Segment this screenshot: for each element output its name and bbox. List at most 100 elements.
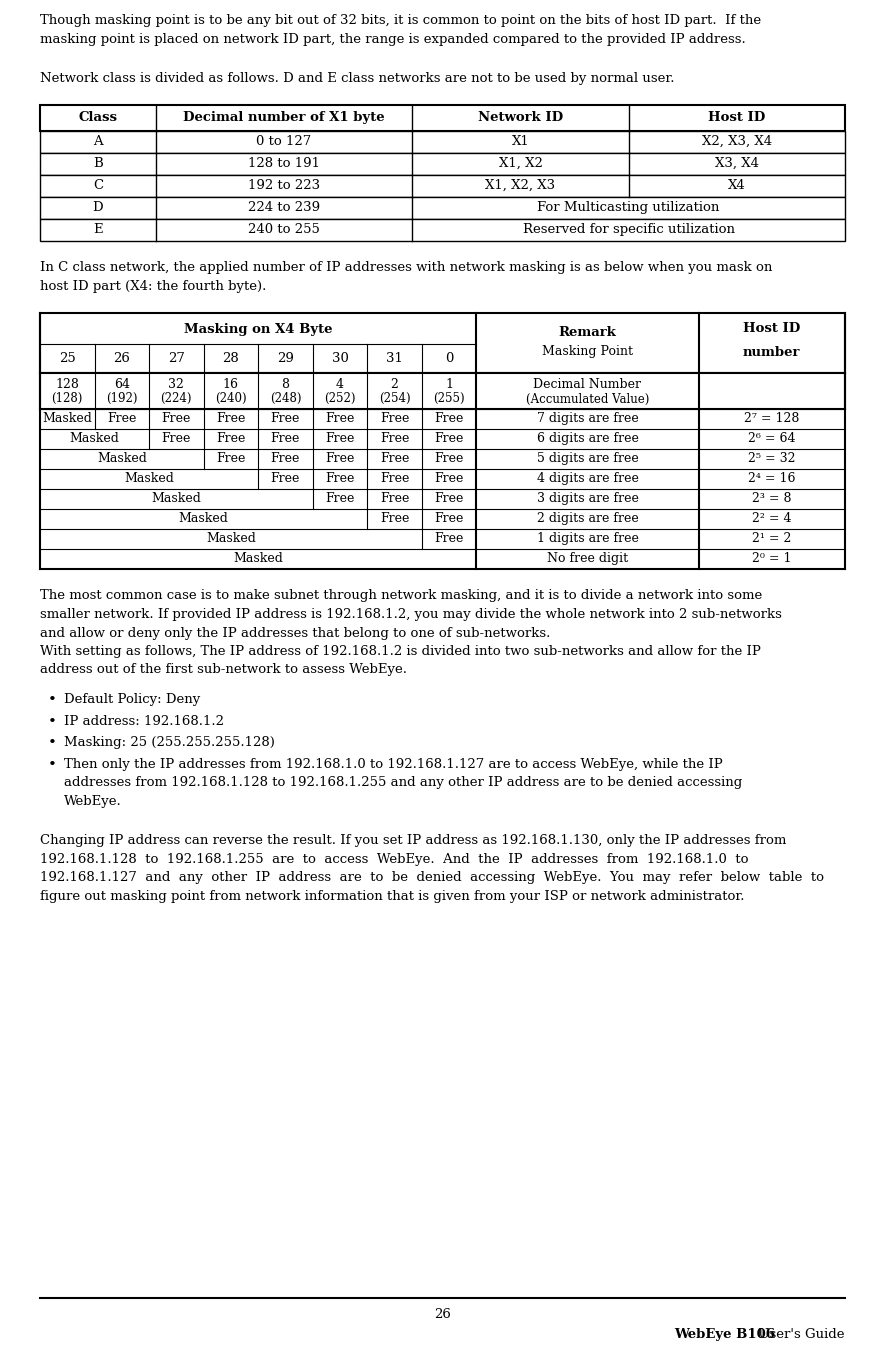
Text: 0: 0 xyxy=(445,351,453,365)
Text: D: D xyxy=(93,201,104,214)
Bar xyxy=(40,529,845,549)
Text: 8: 8 xyxy=(281,377,289,391)
Text: addresses from 192.168.1.128 to 192.168.1.255 and any other IP address are to be: addresses from 192.168.1.128 to 192.168.… xyxy=(64,776,743,790)
Bar xyxy=(40,153,845,175)
Text: Decimal Number: Decimal Number xyxy=(534,377,642,391)
Text: 1: 1 xyxy=(445,377,453,391)
Text: number: number xyxy=(743,346,801,358)
Text: Remark: Remark xyxy=(558,326,616,340)
Bar xyxy=(40,105,845,131)
Text: 192 to 223: 192 to 223 xyxy=(248,179,320,193)
Text: 25: 25 xyxy=(59,351,75,365)
Text: Reserved for specific utilization: Reserved for specific utilization xyxy=(523,223,735,236)
Text: Free: Free xyxy=(380,432,409,445)
Text: Free: Free xyxy=(435,473,464,485)
Text: 224 to 239: 224 to 239 xyxy=(248,201,320,214)
Text: E: E xyxy=(93,223,103,236)
Text: X3, X4: X3, X4 xyxy=(715,157,758,169)
Text: Masked: Masked xyxy=(42,413,92,425)
Text: Free: Free xyxy=(271,432,300,445)
Text: Decimal number of X1 byte: Decimal number of X1 byte xyxy=(183,111,385,124)
Text: X1: X1 xyxy=(512,135,529,148)
Text: Free: Free xyxy=(435,413,464,425)
Text: Though masking point is to be any bit out of 32 bits, it is common to point on t: Though masking point is to be any bit ou… xyxy=(40,14,761,27)
Text: X1, X2, X3: X1, X2, X3 xyxy=(485,179,556,193)
Text: User's Guide: User's Guide xyxy=(755,1328,845,1341)
Text: Masked: Masked xyxy=(151,492,201,505)
Text: 128: 128 xyxy=(56,377,80,391)
Text: Free: Free xyxy=(271,473,300,485)
Text: 2¹ = 2: 2¹ = 2 xyxy=(752,531,791,545)
Text: 4: 4 xyxy=(336,377,344,391)
Text: (248): (248) xyxy=(270,392,301,404)
Text: Free: Free xyxy=(326,473,355,485)
Text: Free: Free xyxy=(326,432,355,445)
Text: Free: Free xyxy=(435,531,464,545)
Text: X2, X3, X4: X2, X3, X4 xyxy=(702,135,772,148)
Bar xyxy=(40,219,845,240)
Bar xyxy=(40,313,845,373)
Bar xyxy=(40,508,845,529)
Text: 2⁶ = 64: 2⁶ = 64 xyxy=(748,432,796,445)
Text: (224): (224) xyxy=(160,392,192,404)
Text: masking point is placed on network ID part, the range is expanded compared to th: masking point is placed on network ID pa… xyxy=(40,33,746,45)
Text: Network ID: Network ID xyxy=(478,111,563,124)
Text: 2 digits are free: 2 digits are free xyxy=(536,512,638,525)
Text: Free: Free xyxy=(380,492,409,505)
Text: host ID part (X4: the fourth byte).: host ID part (X4: the fourth byte). xyxy=(40,280,266,292)
Text: 2⁰ = 1: 2⁰ = 1 xyxy=(752,552,791,566)
Text: 2⁷ = 128: 2⁷ = 128 xyxy=(744,413,799,425)
Text: Free: Free xyxy=(216,413,245,425)
Text: 2⁵ = 32: 2⁵ = 32 xyxy=(748,452,796,464)
Text: 31: 31 xyxy=(386,351,403,365)
Text: WebEye B106: WebEye B106 xyxy=(673,1328,774,1341)
Text: 192.168.1.127  and  any  other  IP  address  are  to  be  denied  accessing  Web: 192.168.1.127 and any other IP address a… xyxy=(40,872,824,884)
Text: (254): (254) xyxy=(379,392,411,404)
Text: Free: Free xyxy=(435,432,464,445)
Text: •: • xyxy=(48,736,57,750)
Text: 28: 28 xyxy=(222,351,239,365)
Text: (128): (128) xyxy=(51,392,83,404)
Text: •: • xyxy=(48,758,57,772)
Text: 27: 27 xyxy=(168,351,185,365)
Text: (240): (240) xyxy=(215,392,247,404)
Text: WebEye.: WebEye. xyxy=(64,795,122,807)
Text: Masking: 25 (255.255.255.128): Masking: 25 (255.255.255.128) xyxy=(64,736,275,749)
Bar xyxy=(40,131,845,153)
Text: Default Policy: Deny: Default Policy: Deny xyxy=(64,693,200,706)
Bar xyxy=(40,373,845,408)
Text: Free: Free xyxy=(435,512,464,525)
Text: Host ID: Host ID xyxy=(743,322,800,336)
Text: 6 digits are free: 6 digits are free xyxy=(536,432,638,445)
Bar xyxy=(40,469,845,489)
Text: 128 to 191: 128 to 191 xyxy=(248,157,320,169)
Text: X4: X4 xyxy=(728,179,746,193)
Text: Free: Free xyxy=(435,452,464,464)
Text: Free: Free xyxy=(162,432,191,445)
Text: IP address: 192.168.1.2: IP address: 192.168.1.2 xyxy=(64,714,224,728)
Text: Then only the IP addresses from 192.168.1.0 to 192.168.1.127 are to access WebEy: Then only the IP addresses from 192.168.… xyxy=(64,758,723,770)
Text: (252): (252) xyxy=(324,392,356,404)
Text: A: A xyxy=(93,135,103,148)
Text: Masked: Masked xyxy=(179,512,228,525)
Text: Free: Free xyxy=(380,473,409,485)
Text: 30: 30 xyxy=(332,351,349,365)
Bar xyxy=(40,549,845,568)
Text: •: • xyxy=(48,714,57,728)
Text: 2: 2 xyxy=(390,377,398,391)
Text: Free: Free xyxy=(326,452,355,464)
Text: Free: Free xyxy=(271,413,300,425)
Text: Changing IP address can reverse the result. If you set IP address as 192.168.1.1: Changing IP address can reverse the resu… xyxy=(40,835,787,847)
Text: (192): (192) xyxy=(106,392,137,404)
Text: 0 to 127: 0 to 127 xyxy=(257,135,312,148)
Text: 192.168.1.128  to  192.168.1.255  are  to  access  WebEye.  And  the  IP  addres: 192.168.1.128 to 192.168.1.255 are to ac… xyxy=(40,852,749,866)
Text: X1, X2: X1, X2 xyxy=(498,157,543,169)
Text: For Multicasting utilization: For Multicasting utilization xyxy=(537,201,720,214)
Bar xyxy=(40,489,845,508)
Text: Host ID: Host ID xyxy=(708,111,766,124)
Bar xyxy=(40,175,845,197)
Text: Free: Free xyxy=(380,452,409,464)
Text: 240 to 255: 240 to 255 xyxy=(248,223,320,236)
Text: Masked: Masked xyxy=(70,432,119,445)
Text: 2² = 4: 2² = 4 xyxy=(752,512,791,525)
